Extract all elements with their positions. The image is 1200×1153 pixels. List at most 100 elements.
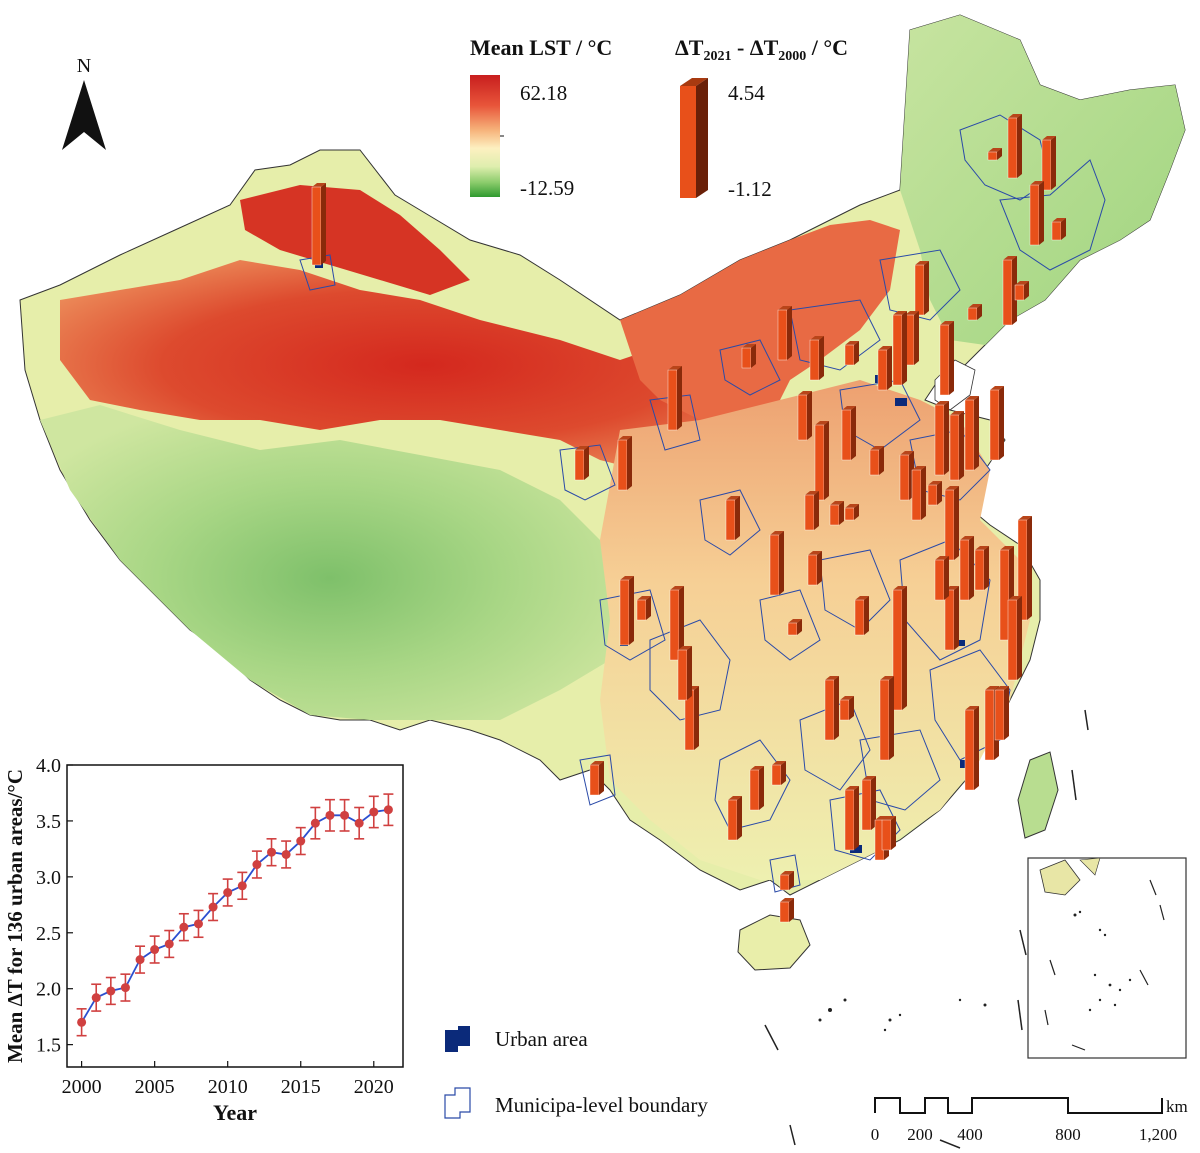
dt-bar <box>749 769 760 811</box>
dt-bar <box>677 649 688 701</box>
dt-bar-side <box>1017 596 1022 680</box>
dt-bar-side <box>797 619 802 635</box>
dt-bar <box>934 404 945 476</box>
taiwan-island <box>1017 751 1059 839</box>
dt-title-sub2: 2000 <box>778 49 806 64</box>
dt-bar-side <box>819 336 824 380</box>
dt-bar-top <box>726 496 740 500</box>
chart-xlabel: Year <box>213 1100 257 1125</box>
boundary-label: Municipa-level boundary <box>495 1093 708 1117</box>
dt-bar-top <box>810 336 824 340</box>
dt-title-unit: / °C <box>806 35 848 60</box>
dt-bar-top <box>750 766 764 770</box>
dt-bar-top <box>1052 218 1066 222</box>
dt-bar-side <box>687 646 692 700</box>
dt-bar-side <box>949 321 954 395</box>
dt-bar-side <box>954 586 959 650</box>
dt-bar <box>574 449 585 481</box>
data-point <box>223 888 233 898</box>
dt-bar-top <box>845 504 859 508</box>
dt-legend-title: ΔT2021 - ΔT2000 / °C <box>675 35 848 64</box>
dt-bar-side <box>1039 181 1044 245</box>
dt-bar <box>944 489 955 561</box>
dt-bar <box>1007 599 1018 681</box>
desert-region <box>60 260 790 470</box>
dt-bar-top <box>798 391 812 395</box>
dt-bar <box>844 789 855 851</box>
dt-bar-top <box>670 586 684 590</box>
scale-tick-800: 800 <box>1055 1125 1081 1144</box>
dt-bar-top <box>840 696 854 700</box>
dt-bar-top <box>637 596 651 600</box>
data-point <box>325 810 335 820</box>
dt-min-label: -1.12 <box>728 177 772 201</box>
dt-bar-side <box>854 504 859 520</box>
dt-bar-side <box>997 148 1002 160</box>
dt-bar-top <box>1042 136 1056 140</box>
dt-bar-top <box>830 501 844 505</box>
dt-bar-side <box>787 306 792 360</box>
dt-bar-top <box>1015 281 1029 285</box>
data-point <box>135 955 145 965</box>
dt-bar <box>824 679 835 741</box>
dt-title-sub1: 2021 <box>703 49 731 64</box>
dt-bar-side <box>584 446 589 480</box>
dt-bar <box>667 369 678 431</box>
dt-bar-side <box>759 766 764 810</box>
dt-bar-side <box>944 401 949 475</box>
dt-bar <box>1002 259 1013 326</box>
dt-bar-side <box>646 596 651 620</box>
dt-bar <box>741 347 752 369</box>
dt-bar <box>771 764 782 786</box>
dt-bar-side <box>1017 114 1022 178</box>
data-point <box>369 807 379 817</box>
lst-colorbar <box>470 75 500 197</box>
dt-bar-top <box>728 796 742 800</box>
dt-bar-side <box>887 346 892 390</box>
north-arrow-icon <box>62 80 106 150</box>
dt-bar <box>844 344 855 366</box>
dt-bar-side <box>854 786 859 850</box>
dt-bar-side <box>1061 218 1066 240</box>
data-point <box>281 849 291 859</box>
chart-ylabel: Mean ΔT for 136 urban areas/°C <box>3 769 27 1063</box>
dt-bar <box>892 589 903 711</box>
dt-bar-side <box>781 761 786 785</box>
sea-boundary-lines <box>764 709 1089 1149</box>
dt-bar-side <box>814 491 819 530</box>
dt-bar-top <box>880 676 894 680</box>
dt-bar-side <box>629 576 634 645</box>
dt-bar <box>994 689 1005 741</box>
dt-bar-side <box>902 311 907 385</box>
dt-bar-side <box>969 536 974 600</box>
dt-bar-top <box>900 451 914 455</box>
dt-bar-side <box>937 481 942 505</box>
dt-bar-side <box>851 406 856 460</box>
dt-bar-top <box>780 898 794 902</box>
hainan-island <box>737 914 811 971</box>
dt-bar-side <box>1004 686 1009 740</box>
dt-bar-side <box>879 446 884 475</box>
dt-bar <box>1029 184 1040 246</box>
dt-bar-side <box>789 898 794 922</box>
dt-bar-top <box>893 311 907 315</box>
dt-bar-side <box>944 556 949 600</box>
dt-bar-top <box>312 183 326 187</box>
data-point <box>208 902 218 912</box>
dt-bar-top <box>678 646 692 650</box>
dt-bar-top <box>845 341 859 345</box>
dt-bar-top <box>778 306 792 310</box>
dt-bar-side <box>974 706 979 790</box>
dt-bar-top <box>875 816 889 820</box>
scale-tick-1200: 1,200 <box>1139 1125 1177 1144</box>
trend-chart: 2000 2005 2010 2015 2020 1.5 2.0 2.5 3.0 3.5 4.0 Y… <box>0 745 420 1153</box>
data-point <box>383 805 393 815</box>
dt-bar-top <box>935 401 949 405</box>
dt-bar <box>841 409 852 461</box>
north-region <box>620 220 900 420</box>
dt-bar-side <box>779 531 784 595</box>
data-point <box>164 939 174 949</box>
dt-bar <box>779 901 790 923</box>
dt-bar-side <box>889 676 894 760</box>
dt-bar <box>877 349 888 391</box>
